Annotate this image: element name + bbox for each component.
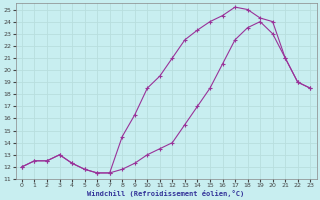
X-axis label: Windchill (Refroidissement éolien,°C): Windchill (Refroidissement éolien,°C) xyxy=(87,190,245,197)
